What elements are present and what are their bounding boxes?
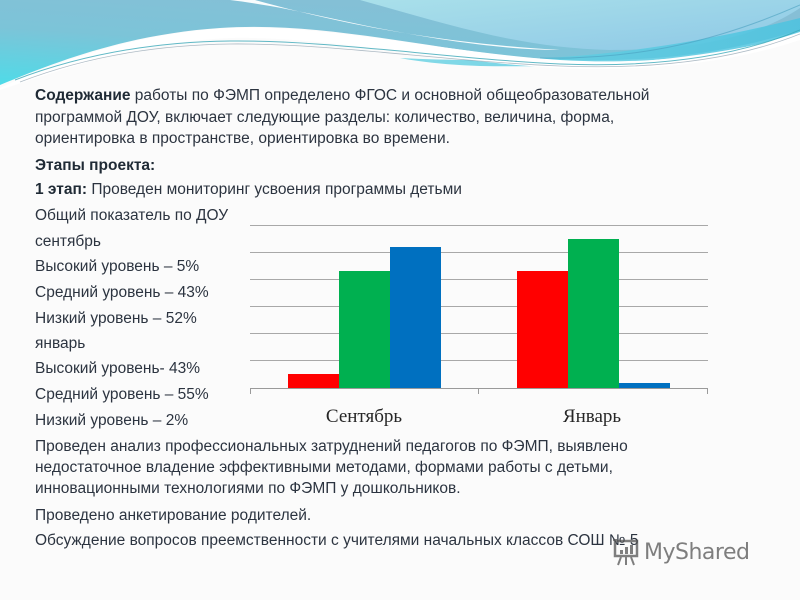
analysis-line-1: Проведен анализ профессиональных затрудн… [35, 438, 628, 455]
stage-1-label: 1 этап: [35, 181, 88, 198]
survey-line: Проведено анкетирование родителей. [35, 507, 312, 524]
sept-mid-level: Средний уровень – 43% [35, 284, 209, 301]
stage-1-text: Проведен мониторинг усвоения программы д… [87, 181, 462, 198]
gridline-30 [250, 306, 708, 307]
x-tick [707, 388, 708, 394]
bar-january-low [619, 383, 670, 388]
x-label-january: Январь [562, 406, 622, 427]
presentation-board-icon [613, 539, 639, 566]
x-axis [250, 388, 708, 389]
bar-september-low [390, 247, 441, 388]
analysis-line-3: инновационными технологиями по ФЭМП у до… [35, 480, 461, 497]
gridline-20 [250, 333, 708, 334]
bars-group [250, 225, 708, 388]
january-label: январь [35, 335, 86, 352]
header-wave-decoration [0, 0, 800, 90]
intro-line-1-text: работы по ФЭМП определено ФГОС и основно… [130, 87, 650, 104]
x-label-september: Сентябрь [325, 406, 403, 427]
bar-september-high [288, 374, 339, 388]
watermark-text: MyShared [644, 539, 750, 565]
stages-heading: Этапы проекта: [35, 157, 155, 175]
bar-january-mid [568, 239, 619, 388]
stages-heading-text: Этапы проекта: [35, 157, 156, 174]
intro-line-1: Содержание работы по ФЭМП определено ФГО… [35, 87, 649, 105]
x-tick [250, 388, 251, 394]
watermark: MyShared [612, 537, 750, 567]
discussion-line: Обсуждение вопросов преемственности с уч… [35, 532, 639, 549]
gridline-40 [250, 279, 708, 280]
summary-title: Общий показатель по ДОУ [35, 207, 229, 224]
analysis-line-2: недостаточное владение эффективными мето… [35, 459, 613, 476]
sept-low-level: Низкий уровень – 52% [35, 310, 197, 327]
intro-line-2: программой ДОУ, включает следующие разде… [35, 109, 615, 126]
bar-january-high [517, 271, 568, 388]
x-tick [478, 388, 479, 394]
intro-line-3: ориентировка в пространстве, ориентировк… [35, 130, 450, 147]
september-label: сентябрь [35, 233, 101, 250]
gridline-60 [250, 225, 708, 226]
jan-mid-level: Средний уровень – 55% [35, 386, 209, 403]
jan-high-level: Высокий уровень- 43% [35, 360, 201, 377]
intro-bold-lead: Содержание [35, 87, 131, 104]
stage-1-line: 1 этап: Проведен мониторинг усвоения про… [35, 181, 462, 199]
sept-high-level: Высокий уровень – 5% [35, 258, 200, 275]
gridline-50 [250, 252, 708, 253]
bar-september-mid [339, 271, 390, 388]
gridline-10 [250, 360, 708, 361]
jan-low-level: Низкий уровень – 2% [35, 412, 189, 429]
bar-chart [250, 225, 708, 394]
